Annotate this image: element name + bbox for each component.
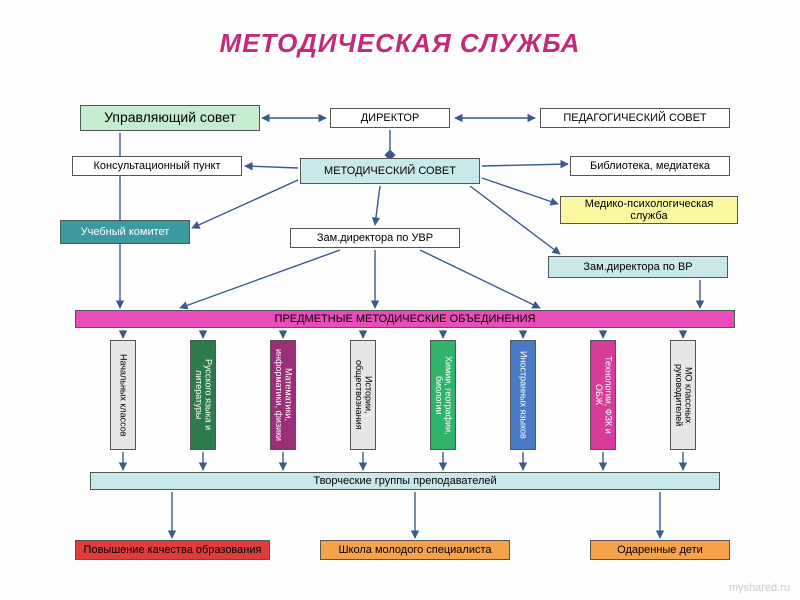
subject-box: Химии, географии, биологии bbox=[430, 340, 456, 450]
box-method-council: МЕТОДИЧЕСКИЙ СОВЕТ bbox=[300, 158, 480, 184]
subject-box: Начальных классов bbox=[110, 340, 136, 450]
box-quality: Повышение качества образования bbox=[75, 540, 270, 560]
box-deputy-vr: Зам.директора по ВР bbox=[548, 256, 728, 278]
subject-box: Иностранных языков bbox=[510, 340, 536, 450]
box-med-psych: Медико-психологическая служба bbox=[560, 196, 738, 224]
subject-box: МО классных руководителей bbox=[670, 340, 696, 450]
subject-box: Математики, информатики, физики bbox=[270, 340, 296, 450]
page-title: МЕТОДИЧЕСКАЯ СЛУЖБА bbox=[0, 28, 800, 59]
box-deputy-uvr: Зам.директора по УВР bbox=[290, 228, 460, 248]
subject-box: Русского языка и литературы bbox=[190, 340, 216, 450]
box-library: Библиотека, медиатека bbox=[570, 156, 730, 176]
box-consult: Консультационный пункт bbox=[72, 156, 242, 176]
watermark: myshared.ru bbox=[729, 582, 790, 594]
box-gov-council: Управляющий совет bbox=[80, 105, 260, 131]
subject-box: Истории, обществознания bbox=[350, 340, 376, 450]
box-gifted: Одаренные дети bbox=[590, 540, 730, 560]
subject-box: Технологии, ФЗК и ОБЖ bbox=[590, 340, 616, 450]
box-ped-council: ПЕДАГОГИЧЕСКИЙ СОВЕТ bbox=[540, 108, 730, 128]
box-subject-union: ПРЕДМЕТНЫЕ МЕТОДИЧЕСКИЕ ОБЪЕДИНЕНИЯ bbox=[75, 310, 735, 328]
box-creative-groups: Творческие группы преподавателей bbox=[90, 472, 720, 490]
box-young-school: Школа молодого специалиста bbox=[320, 540, 510, 560]
box-director: ДИРЕКТОР bbox=[330, 108, 450, 128]
arrow-layer bbox=[0, 0, 800, 600]
box-study-committee: Учебный комитет bbox=[60, 220, 190, 244]
